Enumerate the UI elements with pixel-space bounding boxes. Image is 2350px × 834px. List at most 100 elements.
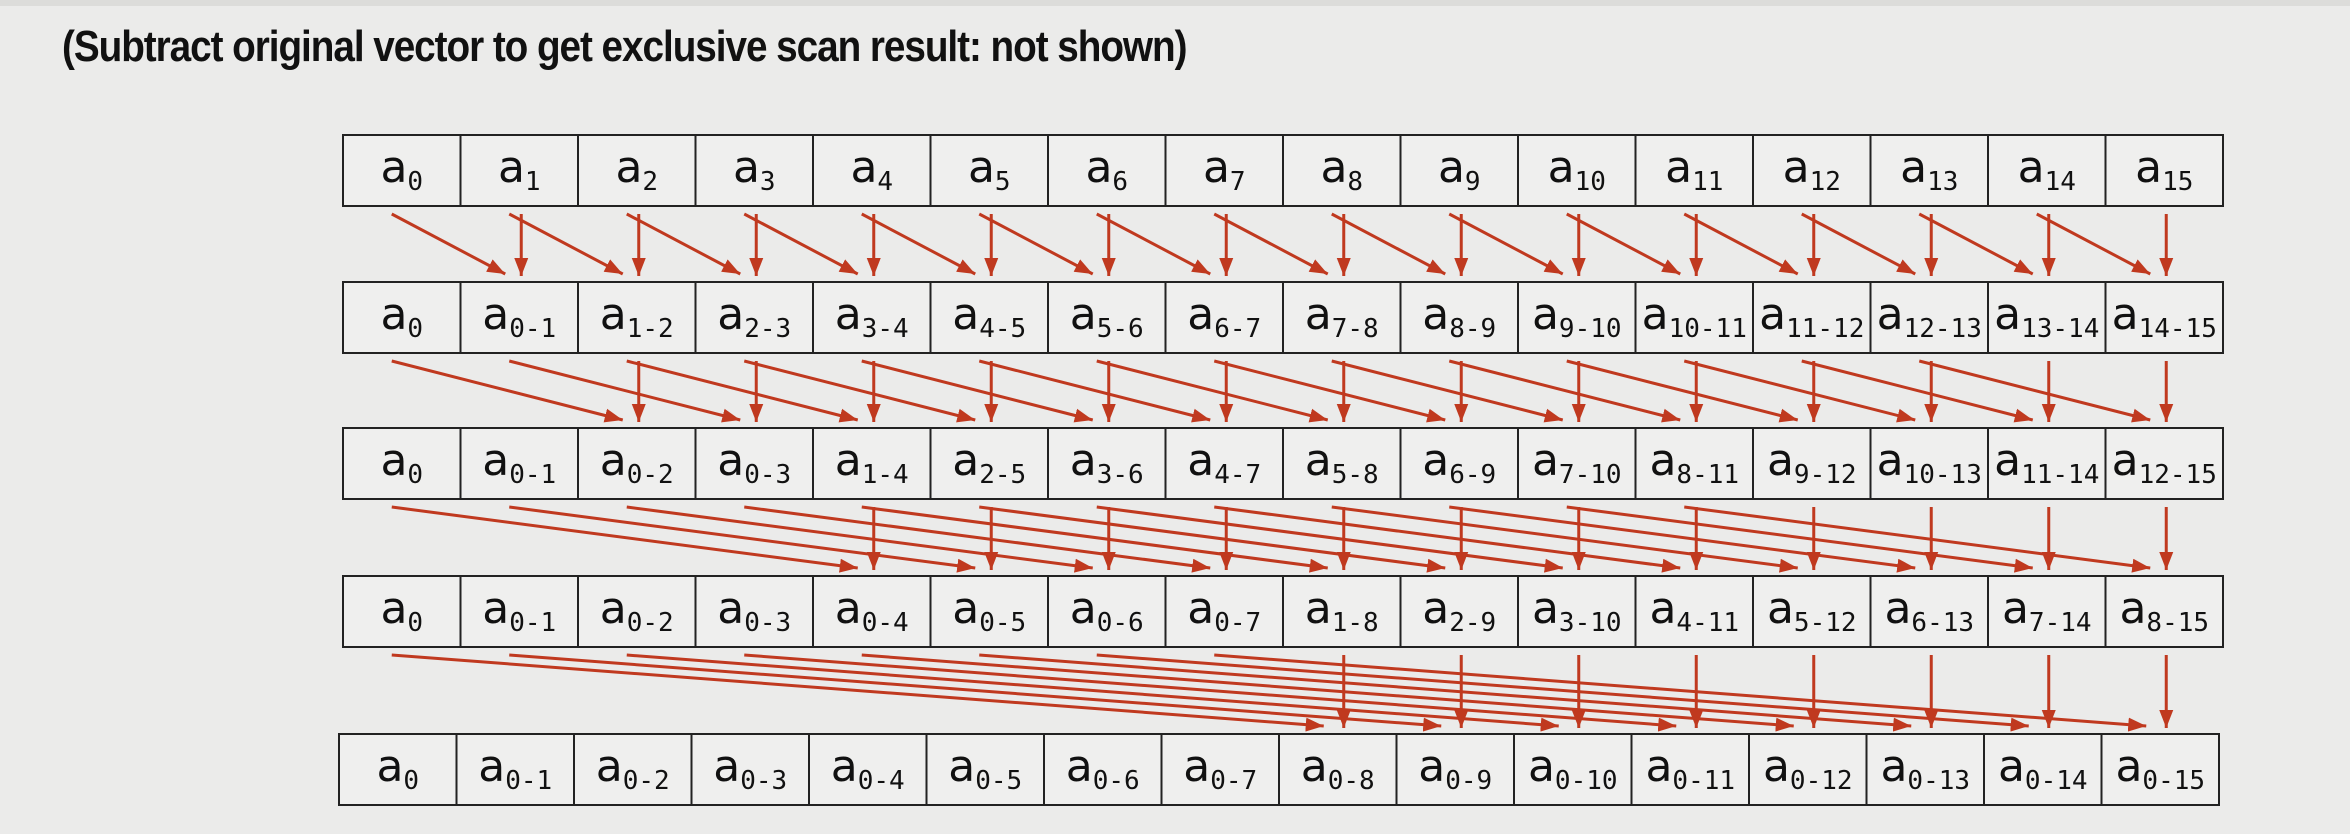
diagonal-arrow: [626, 653, 1559, 732]
array-cell: a0-3: [694, 427, 814, 500]
array-cell: a0-3: [690, 733, 810, 806]
array-cell: a13: [1869, 134, 1989, 207]
diagonal-arrow: [1331, 359, 1564, 423]
cell-label: a0-9: [1418, 741, 1492, 796]
array-cell: a0: [342, 427, 462, 500]
cell-label: a6-13: [1884, 583, 1974, 638]
array-cell: a0-3: [694, 575, 814, 648]
array-cell: a11-12: [1752, 281, 1872, 354]
diagonal-arrow: [1683, 359, 1916, 423]
cell-label: a8-11: [1649, 435, 1739, 490]
cell-label: a14-15: [2112, 289, 2217, 344]
diagonal-arrow: [979, 505, 1446, 573]
array-cell: a0-4: [812, 575, 932, 648]
array-cell: a3: [694, 134, 814, 207]
cell-label: a0-5: [952, 583, 1026, 638]
diagonal-arrow: [861, 359, 1094, 423]
cell-label: a0: [380, 435, 423, 490]
cell-layer: a0 a1 a2 a3 a4 a5 a6 a7 a8 a9 a10 a11 a12 a13 a14 a15 a0…: [338, 134, 2224, 806]
cell-label: a0-6: [1070, 583, 1144, 638]
array-cell: a0-5: [925, 733, 1045, 806]
array-cell: a10-13: [1869, 427, 1989, 500]
cell-label: a1-4: [835, 435, 909, 490]
array-cell: a6-9: [1399, 427, 1519, 500]
array-cell: a10-11: [1634, 281, 1754, 354]
diagonal-arrow: [1448, 212, 1564, 276]
array-cell: a2: [577, 134, 697, 207]
diagonal-arrow: [1096, 505, 1563, 573]
array-cell: a4: [812, 134, 932, 207]
array-cell: a0-1: [455, 733, 575, 806]
diagonal-arrow: [1213, 359, 1446, 423]
cell-label: a13: [1900, 142, 1958, 197]
cell-label: a0: [380, 142, 423, 197]
cell-label: a14: [2018, 142, 2076, 197]
cell-label: a9: [1438, 142, 1481, 197]
diagonal-arrow: [1918, 359, 2151, 423]
diagonal-arrow: [1566, 212, 1681, 276]
array-cell: a1: [459, 134, 579, 207]
cell-label: a5-6: [1070, 289, 1144, 344]
cell-label: a10-13: [1877, 435, 1982, 490]
cell-label: a0-2: [596, 741, 670, 796]
cell-label: a1: [498, 142, 541, 197]
array-cell: a0-2: [577, 575, 697, 648]
diagonal-arrow: [1214, 653, 2147, 732]
diagonal-arrow: [508, 359, 741, 423]
cell-label: a3-10: [1532, 583, 1622, 638]
cell-label: a0-12: [1763, 741, 1853, 796]
array-cell: a3-10: [1517, 575, 1637, 648]
array-cell: a1-2: [577, 281, 697, 354]
array-cell: a10: [1517, 134, 1637, 207]
array-cell: a0-1: [459, 427, 579, 500]
cell-label: a3-6: [1070, 435, 1144, 490]
array-cell: a14-15: [2104, 281, 2224, 354]
cell-label: a6-7: [1187, 289, 1261, 344]
diagonal-arrow: [1566, 359, 1799, 423]
diagonal-arrow: [979, 653, 1912, 732]
array-cell: a11-14: [1987, 427, 2107, 500]
cell-label: a0: [380, 583, 423, 638]
diagonal-arrow: [391, 653, 1324, 732]
array-cell: a0-8: [1278, 733, 1398, 806]
array-cell: a0-13: [1865, 733, 1985, 806]
array-cell: a2-5: [929, 427, 1049, 500]
array-cell: a5: [929, 134, 1049, 207]
array-cell: a0-15: [2100, 733, 2220, 806]
diagonal-arrow: [1096, 359, 1329, 423]
diagonal-arrow: [744, 653, 1677, 732]
array-cell: a0-9: [1395, 733, 1515, 806]
cell-label: a2: [615, 142, 658, 197]
cell-label: a2-9: [1422, 583, 1496, 638]
diagonal-arrow: [626, 359, 859, 423]
array-cell: a8: [1282, 134, 1402, 207]
cell-label: a4-5: [952, 289, 1026, 344]
cell-label: a12: [1783, 142, 1841, 197]
diagonal-arrow: [861, 505, 1328, 573]
array-cell: a0: [342, 575, 462, 648]
cell-label: a0-3: [717, 583, 791, 638]
cell-label: a0-4: [831, 741, 905, 796]
array-cell: a0: [342, 281, 462, 354]
diagonal-arrow: [1331, 505, 1798, 573]
array-cell: a2-3: [694, 281, 814, 354]
diagonal-arrow: [1449, 505, 1916, 573]
array-cell: a9: [1399, 134, 1519, 207]
diagonal-arrow: [1801, 212, 1916, 276]
diagonal-arrow: [2036, 212, 2151, 276]
cell-label: a0-8: [1301, 741, 1375, 796]
array-cell: a0: [342, 134, 462, 207]
diagonal-arrow: [1918, 212, 2034, 276]
cell-label: a9-12: [1767, 435, 1857, 490]
cell-label: a0: [380, 289, 423, 344]
array-cell: a0-12: [1748, 733, 1868, 806]
array-cell: a7-8: [1282, 281, 1402, 354]
diagonal-arrow: [1566, 505, 2033, 573]
diagonal-arrow: [1448, 359, 1681, 423]
array-cell: a8-11: [1634, 427, 1754, 500]
array-cell: a6-13: [1869, 575, 1989, 648]
cell-label: a7-8: [1305, 289, 1379, 344]
cell-label: a2-3: [717, 289, 791, 344]
array-cell: a14: [1987, 134, 2107, 207]
array-cell: a12-15: [2104, 427, 2224, 500]
